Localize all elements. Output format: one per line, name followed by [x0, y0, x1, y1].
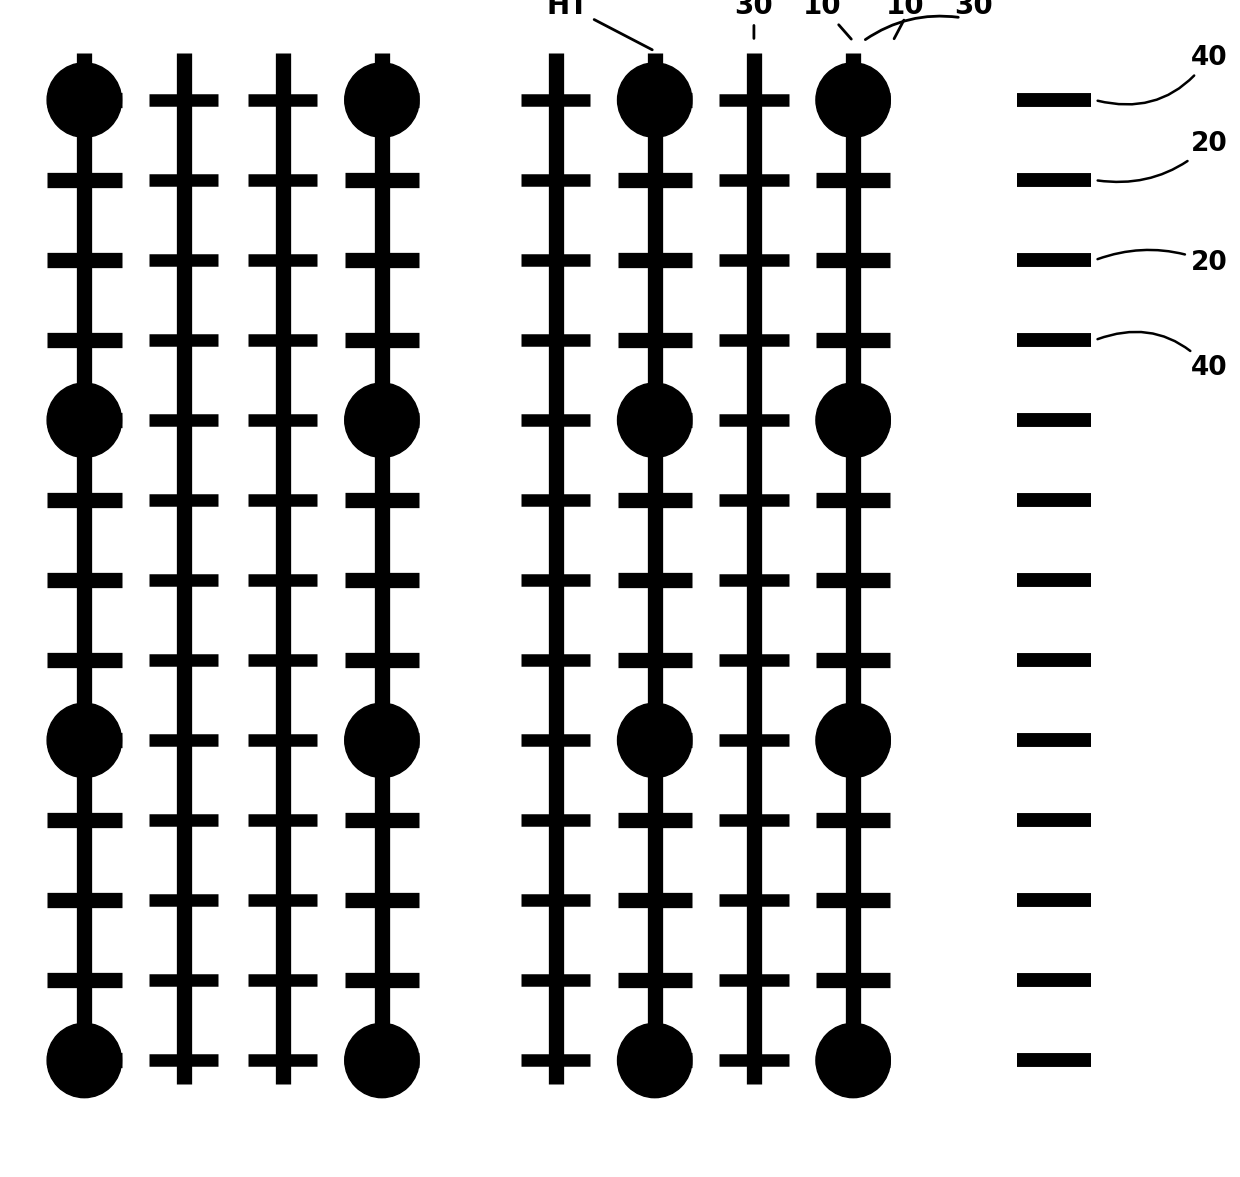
Text: HT: HT — [547, 0, 652, 49]
Circle shape — [816, 703, 890, 778]
Circle shape — [47, 703, 122, 778]
Circle shape — [618, 703, 692, 778]
Text: 40: 40 — [1097, 45, 1228, 105]
Circle shape — [618, 1023, 692, 1098]
Circle shape — [816, 62, 890, 138]
Circle shape — [345, 703, 419, 778]
Circle shape — [345, 383, 419, 458]
Circle shape — [47, 62, 122, 138]
Circle shape — [47, 383, 122, 458]
Circle shape — [618, 62, 692, 138]
Circle shape — [816, 1023, 890, 1098]
Circle shape — [47, 1023, 122, 1098]
Text: 20: 20 — [1097, 250, 1228, 275]
Circle shape — [816, 383, 890, 458]
Circle shape — [345, 62, 419, 138]
Circle shape — [618, 383, 692, 458]
Text: 10: 10 — [802, 0, 852, 39]
Text: 30: 30 — [734, 0, 774, 39]
Text: 40: 40 — [1097, 332, 1228, 381]
Text: 30: 30 — [954, 0, 993, 20]
Text: 10: 10 — [885, 0, 925, 20]
Text: 20: 20 — [1097, 131, 1228, 182]
Circle shape — [345, 1023, 419, 1098]
